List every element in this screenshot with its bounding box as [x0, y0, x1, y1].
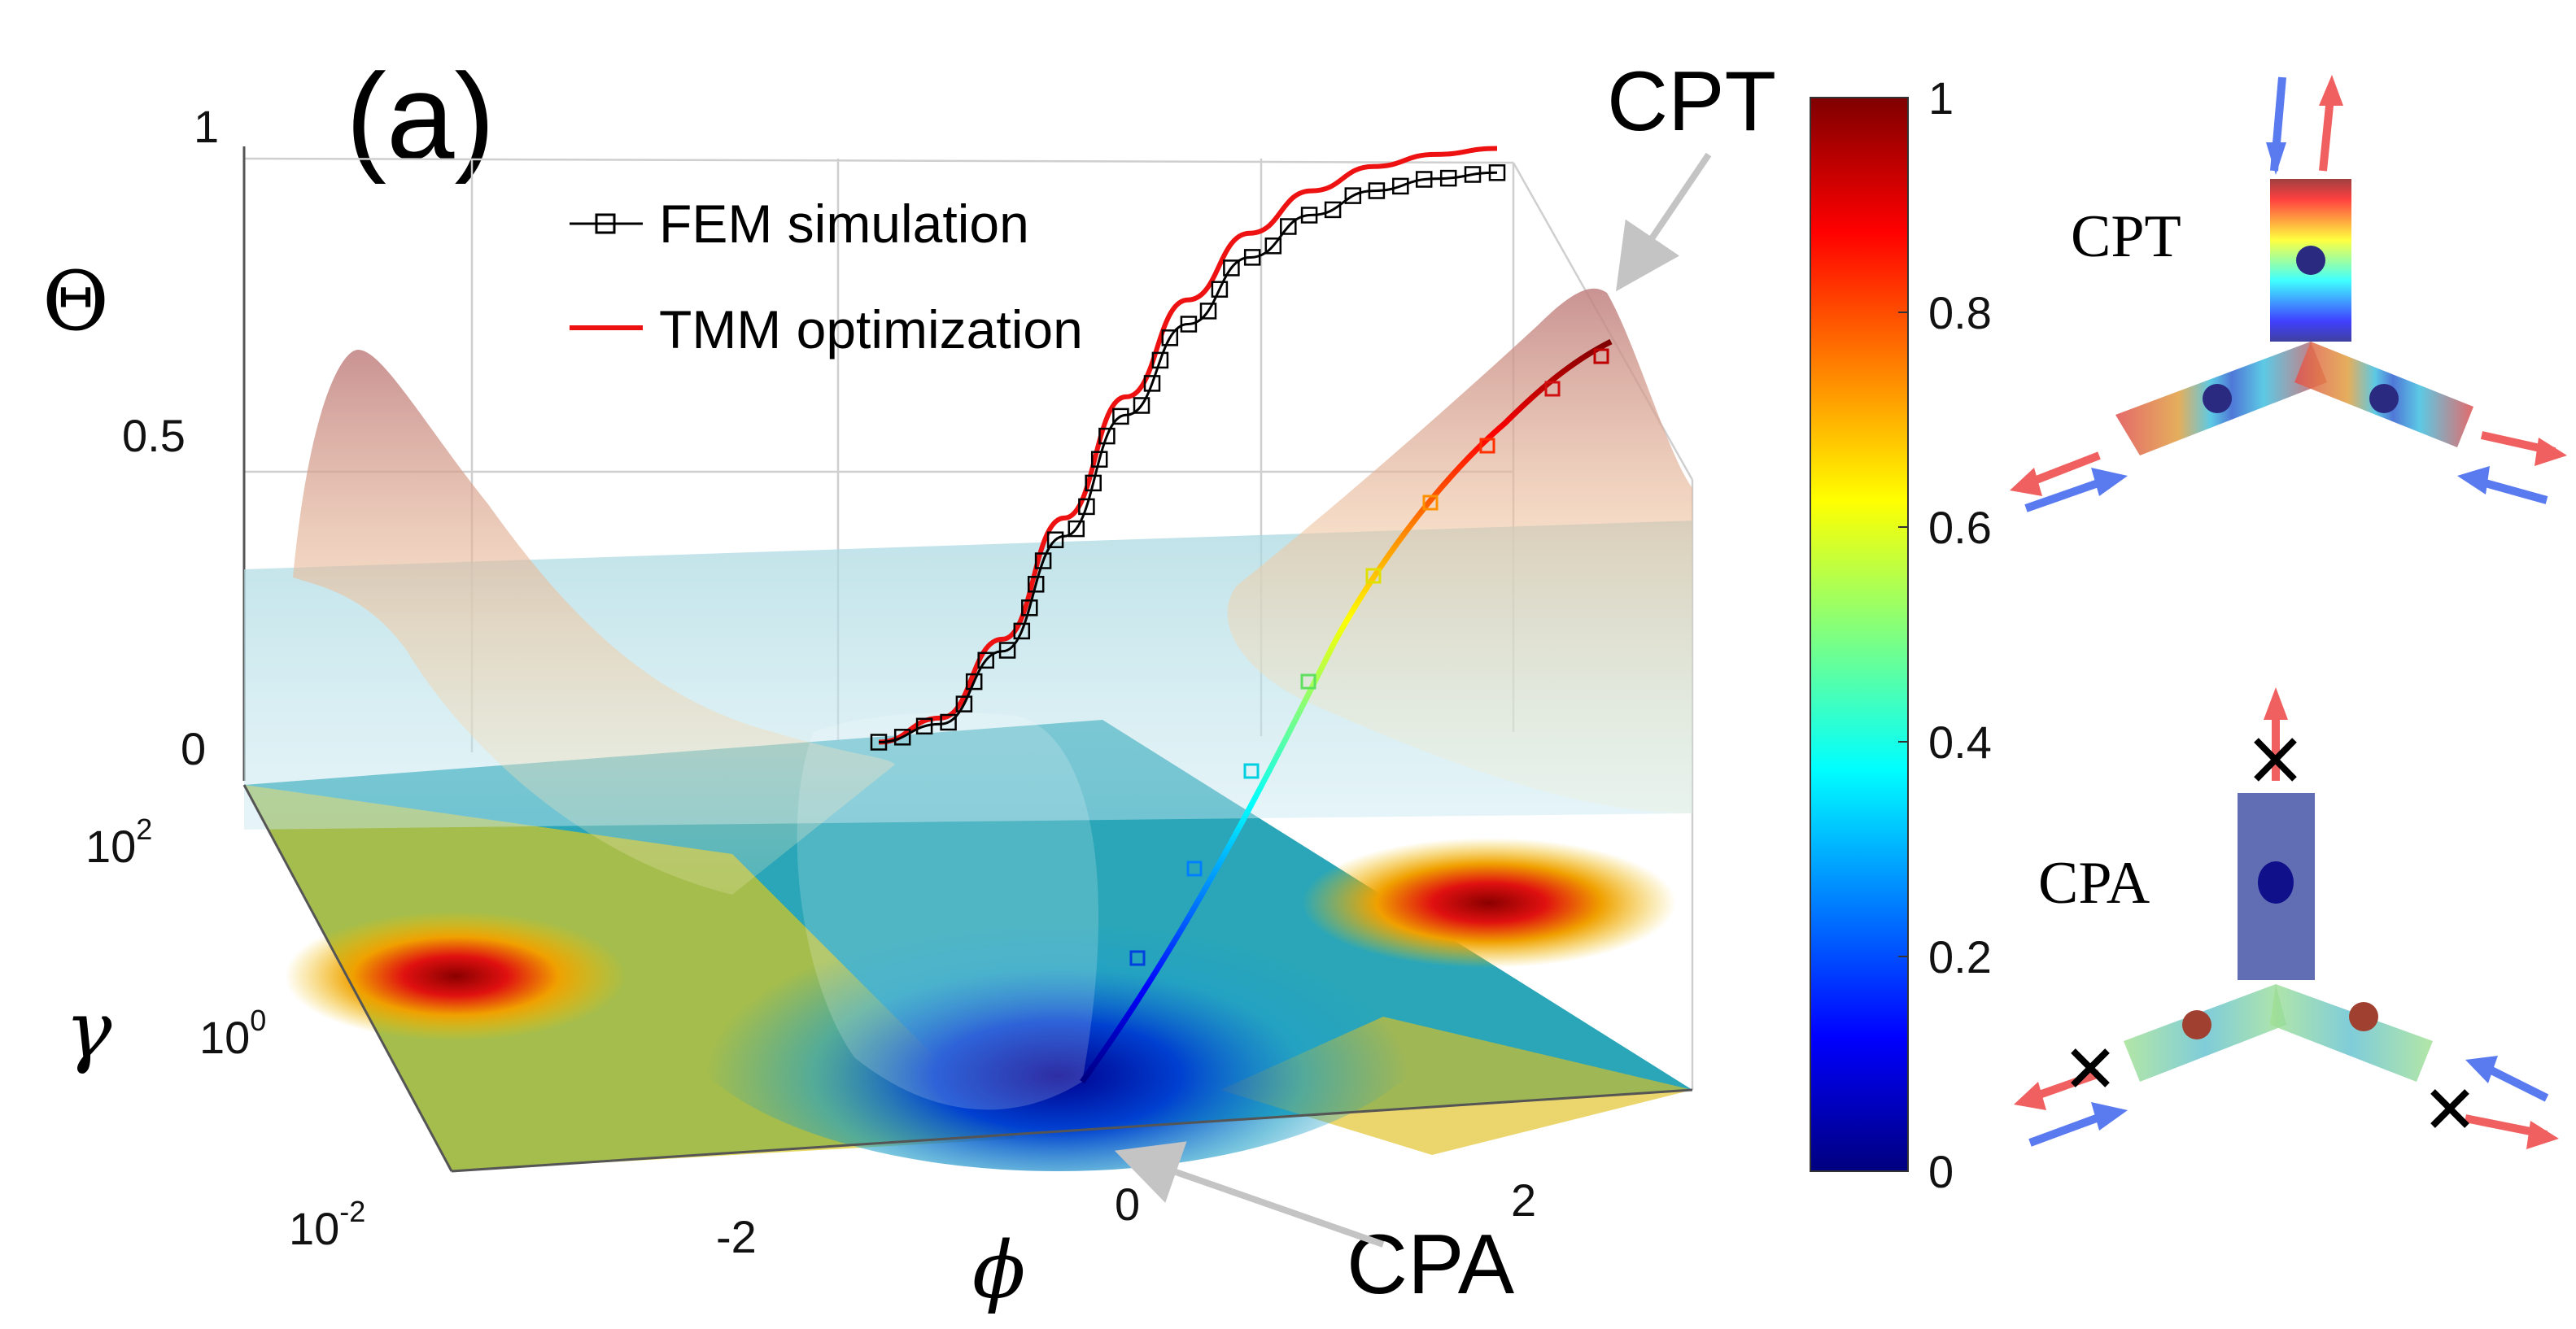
fem-marker — [1161, 329, 1179, 346]
fem-marker — [1368, 182, 1386, 199]
cpt-arrow — [1616, 152, 1712, 292]
inset-cpa-label: CPA — [2038, 850, 2150, 917]
fem-marker — [1199, 303, 1217, 320]
surface-trough — [797, 712, 1099, 1110]
colorbar-tick-label: 0.4 — [1928, 717, 1992, 768]
colorbar-tick-label: 0.6 — [1928, 502, 1992, 553]
legend-fem-marker — [595, 213, 616, 234]
data-curves — [870, 146, 1506, 751]
z-tick-label: 0 — [181, 723, 206, 774]
fem-curve — [878, 171, 1498, 744]
fem-marker — [1264, 237, 1282, 255]
fem-marker — [1488, 164, 1506, 181]
legend: FEM simulation TMM optimization — [570, 194, 1083, 359]
cpa-annotation: CPA — [1347, 1218, 1515, 1312]
fem-marker — [1415, 171, 1433, 188]
fem-marker — [1090, 451, 1108, 468]
fem-marker — [1464, 166, 1482, 183]
fem-marker — [1034, 552, 1052, 569]
y-axis-label: γ — [65, 985, 112, 1076]
fem-marker — [1046, 531, 1064, 548]
y-axis-line — [242, 784, 453, 1172]
fem-marker — [1211, 281, 1229, 298]
fem-marker — [1324, 201, 1342, 219]
fem-marker — [1439, 169, 1457, 187]
fem-marker — [1180, 316, 1198, 333]
fem-marker — [870, 734, 888, 751]
fem-marker — [955, 695, 973, 712]
inset-cpt-label: CPT — [2071, 203, 2181, 270]
projected-curve — [1080, 338, 1613, 1084]
fem-marker — [1078, 498, 1095, 516]
fem-marker — [1151, 351, 1169, 369]
fem-marker — [977, 651, 994, 669]
panel-label: (a) — [346, 48, 495, 185]
fem-marker — [1112, 407, 1129, 425]
x-tick-label: 0 — [1115, 1179, 1140, 1230]
fem-marker — [1013, 622, 1031, 640]
surface-left-peak — [293, 350, 895, 895]
fem-marker — [1344, 187, 1362, 204]
z-axis-label: Θ — [42, 254, 109, 349]
y-tick-label: 102 — [85, 813, 152, 872]
fem-marker — [1143, 375, 1161, 392]
cpa-arrow — [1114, 1141, 1385, 1248]
fem-marker — [915, 717, 933, 735]
fem-marker — [1300, 207, 1318, 224]
z-tick-label: 0.5 — [122, 410, 186, 461]
surface-right-peak — [1227, 288, 1692, 814]
fem-marker — [1021, 599, 1038, 617]
fem-marker — [1133, 397, 1150, 414]
inset-cpt: CPT — [2010, 75, 2567, 512]
colorbar — [1810, 97, 1909, 1172]
z-tick-label: 1 — [194, 101, 219, 152]
legend-fem-label: FEM simulation — [659, 194, 1029, 254]
projected-curve-markers — [1129, 348, 1609, 966]
x-tick-label: -2 — [716, 1211, 757, 1262]
fem-marker — [1243, 249, 1261, 266]
fem-marker — [965, 673, 983, 691]
x-tick-label: 2 — [1511, 1174, 1536, 1226]
legend-tmm-label: TMM optimization — [659, 299, 1083, 359]
fem-marker — [1027, 576, 1045, 593]
colorbar-tick-label: 0.8 — [1928, 287, 1992, 338]
x-axis-line — [451, 1088, 1693, 1173]
y-tick-label: 100 — [199, 1004, 266, 1063]
inset-cpa: CPA — [2014, 687, 2559, 1149]
fem-marker — [1085, 474, 1102, 492]
x-axis-label: ϕ — [972, 1225, 1025, 1316]
colorbar-tick-label: 0 — [1928, 1146, 1954, 1197]
fem-marker — [1280, 218, 1297, 235]
fem-marker — [1068, 520, 1085, 538]
fem-marker — [893, 729, 911, 746]
fem-marker — [1223, 259, 1240, 277]
colorbar-ticks: 0 0.2 0.4 0.6 0.8 1 — [1898, 72, 1992, 1197]
colorbar-tick-label: 0.2 — [1928, 931, 1992, 983]
fem-marker — [1392, 177, 1409, 195]
fem-marker — [1098, 427, 1116, 445]
y-tick-label: 10-2 — [289, 1195, 365, 1254]
cpt-annotation: CPT — [1607, 54, 1776, 149]
colorbar-tick-label: 1 — [1928, 72, 1954, 124]
fem-marker — [940, 713, 957, 731]
fem-marker — [998, 642, 1016, 659]
